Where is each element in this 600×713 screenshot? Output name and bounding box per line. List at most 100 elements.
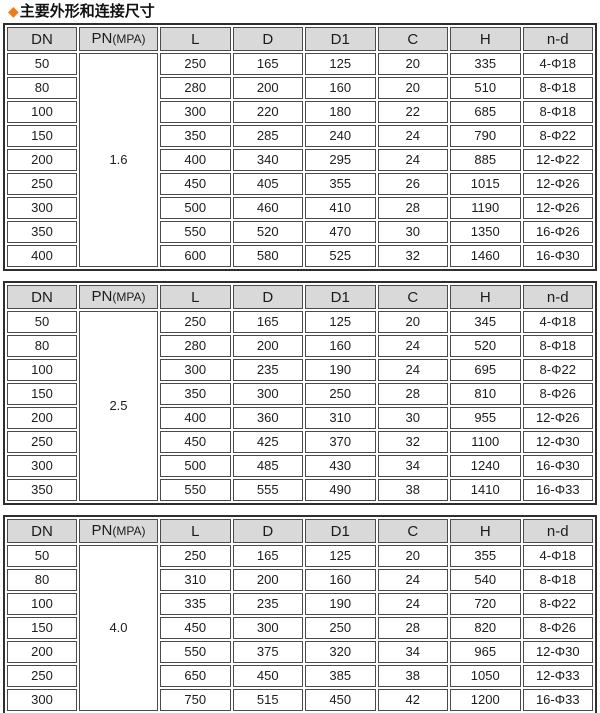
td-d: 450 [232,665,303,687]
table-row: 80 280 200 160 20 510 8-Φ18 [7,77,593,99]
td-l: 500 [160,197,231,219]
td-dn: 200 [7,407,77,429]
td-d1: 525 [305,245,376,267]
td-dn: 150 [7,125,77,147]
td-n-d: 16-Φ26 [522,221,593,243]
td-h: 345 [450,311,521,333]
td-h: 1240 [450,455,521,477]
header-unit-label: (MPA) [112,524,146,538]
td-dn: 80 [7,77,77,99]
td-n-d: 16-Φ33 [522,479,593,501]
td-l: 350 [160,383,231,405]
td-l: 310 [160,569,231,591]
column-header-dn: DN [7,285,77,309]
td-n-d: 16-Φ30 [522,245,593,267]
table-row: 50 4.0 250 165 125 20 355 4-Φ18 [7,545,593,711]
table-row: 150 450 300 250 28 820 8-Φ26 [7,617,593,639]
td-dn: 50 [7,53,77,75]
td-d1: 450 [305,689,376,711]
td-dn: 80 [7,569,77,591]
column-header-pn-mpa: PN(MPA) [79,27,158,51]
td-dn: 300 [7,197,77,219]
td-h: 955 [450,407,521,429]
td-dn: 300 [7,455,77,477]
td-c: 38 [377,665,448,687]
column-header-d: D [232,519,303,543]
td-dn: 150 [7,383,77,405]
td-h: 1015 [450,173,521,195]
column-header-c: C [377,519,448,543]
td-n-d: 12-Φ30 [522,431,593,453]
td-d: 485 [232,455,303,477]
td-d: 200 [232,77,303,99]
td-h: 510 [450,77,521,99]
table-row: 50 1.6 250 165 125 20 335 4-Φ18 [7,53,593,267]
table-row: 80 310 200 160 24 540 8-Φ18 [7,569,593,591]
column-header-dn: DN [7,27,77,51]
column-header-pn-mpa: PN(MPA) [79,285,158,309]
td-d: 580 [232,245,303,267]
td-l: 450 [160,173,231,195]
column-header-d: D [232,27,303,51]
td-l: 450 [160,617,231,639]
td-l: 250 [160,545,231,567]
td-n-d: 8-Φ22 [522,593,593,615]
td-dn: 400 [7,245,77,267]
td-d1: 250 [305,383,376,405]
td-n-d: 8-Φ18 [522,569,593,591]
td-c: 20 [377,77,448,99]
td-l: 550 [160,479,231,501]
td-n-d: 12-Φ26 [522,407,593,429]
section-title: ◆主要外形和连接尺寸 [8,3,597,20]
column-header-h: H [450,285,521,309]
td-l: 600 [160,245,231,267]
td-l: 250 [160,53,231,75]
td-n-d: 4-Φ18 [522,545,593,567]
td-d1: 190 [305,593,376,615]
td-dn: 100 [7,359,77,381]
table-row: 100 335 235 190 24 720 8-Φ22 [7,593,593,615]
td-dn: 350 [7,479,77,501]
table-row: 250 450 405 355 26 1015 12-Φ26 [7,173,593,195]
td-d1: 490 [305,479,376,501]
column-header-pn-mpa: PN(MPA) [79,519,158,543]
td-d1: 160 [305,569,376,591]
td-h: 1200 [450,689,521,711]
td-n-d: 12-Φ30 [522,641,593,663]
td-d: 200 [232,335,303,357]
td-l: 650 [160,665,231,687]
td-d1: 470 [305,221,376,243]
table-row: 200 400 360 310 30 955 12-Φ26 [7,407,593,429]
td-d1: 250 [305,617,376,639]
td-d: 375 [232,641,303,663]
column-header-h: H [450,27,521,51]
td-d1: 355 [305,173,376,195]
td-c: 32 [377,245,448,267]
td-d1: 125 [305,53,376,75]
td-d1: 240 [305,125,376,147]
column-header-l: L [160,27,231,51]
td-c: 34 [377,641,448,663]
column-header-n-d: n-d [522,27,593,51]
td-h: 335 [450,53,521,75]
td-h: 1350 [450,221,521,243]
td-c: 28 [377,617,448,639]
td-c: 24 [377,335,448,357]
section-title-text: 主要外形和连接尺寸 [19,3,155,20]
td-d1: 125 [305,545,376,567]
td-c: 38 [377,479,448,501]
td-h: 720 [450,593,521,615]
table-row: 400 600 580 525 32 1460 16-Φ30 [7,245,593,267]
td-h: 1460 [450,245,521,267]
td-n-d: 4-Φ18 [522,311,593,333]
td-c: 26 [377,173,448,195]
pn-merged-cell: 1.6 [79,53,158,267]
td-d: 165 [232,545,303,567]
td-d: 300 [232,617,303,639]
table-row: 300 500 460 410 28 1190 12-Φ26 [7,197,593,219]
td-d: 520 [232,221,303,243]
